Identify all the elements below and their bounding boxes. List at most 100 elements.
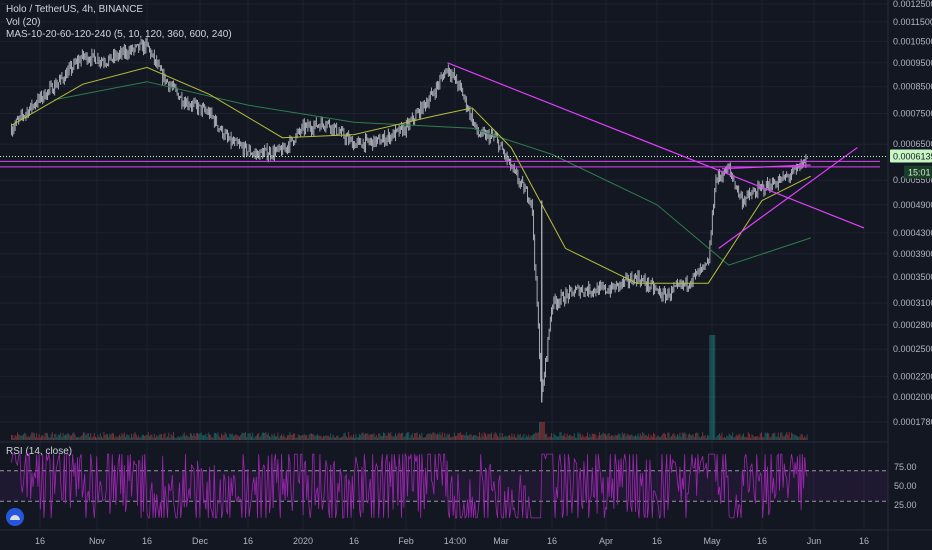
volume-bar: [177, 436, 179, 440]
volume-bar: [438, 434, 440, 440]
volume-bar: [307, 437, 309, 440]
volume-bar: [219, 437, 221, 440]
volume-bar: [405, 433, 407, 440]
volume-bar: [465, 432, 467, 440]
volume-bar: [635, 435, 636, 440]
volume-bar: [175, 437, 177, 440]
volume-bar: [758, 437, 760, 440]
price-axis: 0.0012500 0.0011500 0.0010500 0.0009500 0.00…: [893, 0, 932, 427]
volume-bar: [50, 434, 52, 440]
volume-bar: [757, 436, 759, 440]
volume-bar: [456, 435, 458, 440]
volume-bar: [473, 434, 474, 440]
volume-bar: [474, 434, 476, 440]
volume-bar: [495, 433, 497, 440]
volume-bar: [439, 432, 441, 440]
time-tick-label: Mar: [493, 536, 509, 546]
volume-bar: [699, 437, 701, 440]
volume-bar: [528, 434, 530, 440]
volume-bar: [795, 435, 797, 440]
volume-bar: [427, 433, 429, 440]
volume-bar: [51, 432, 53, 440]
volume-bar: [104, 435, 106, 440]
volume-bar: [167, 436, 168, 440]
volume-bar: [560, 432, 562, 440]
volume-bar: [137, 437, 138, 440]
volume-bar: [242, 432, 244, 440]
volume-bar: [447, 434, 449, 440]
volume-bar: [469, 434, 471, 440]
volume-bar: [206, 436, 208, 440]
volume-bar: [231, 433, 233, 440]
volume-bar: [690, 435, 692, 440]
volume-bar: [221, 433, 222, 440]
volume-bar: [440, 435, 442, 440]
volume-bar: [417, 437, 419, 440]
volume-bar: [383, 432, 384, 440]
volume-bar: [35, 437, 36, 440]
volume-bar: [593, 433, 594, 440]
volume-bar: [361, 433, 363, 440]
volume-bar: [507, 435, 509, 440]
volume-bar: [283, 434, 285, 440]
volume-bar: [301, 435, 303, 440]
volume-bar: [806, 434, 808, 440]
volume-bar: [681, 432, 683, 440]
volume-bar: [111, 432, 113, 440]
volume-bar: [369, 434, 371, 440]
volume-bar: [588, 437, 590, 440]
volume-bar: [704, 435, 706, 440]
volume-bar: [780, 432, 782, 440]
volume-bar: [446, 433, 448, 440]
volume-bar: [133, 433, 135, 440]
volume-bar: [41, 435, 42, 440]
volume-bar: [570, 435, 572, 440]
volume-bar: [326, 435, 328, 440]
volume-bar: [512, 436, 514, 440]
volume-bar: [122, 434, 124, 440]
volume-bar: [768, 433, 770, 440]
volume-bar: [413, 437, 414, 440]
volume-bar: [577, 432, 579, 440]
volume-bar: [488, 434, 490, 440]
volume-bar: [248, 433, 250, 440]
volume-bar: [337, 435, 339, 440]
volume-bar: [203, 435, 204, 440]
volume-bar: [650, 435, 652, 440]
volume-bar: [425, 437, 426, 440]
volume-bar: [81, 434, 83, 440]
time-axis: 16 Nov 16 Dec 16 2020 16 Feb 14:00 Mar 16 Apr 16 May 1…: [35, 536, 869, 546]
volume-bar: [263, 432, 264, 440]
volume-bar: [29, 437, 30, 440]
volume-bar: [62, 433, 64, 440]
volume-bar: [327, 435, 329, 440]
volume-bar: [170, 433, 172, 440]
volume-bar: [391, 435, 393, 440]
volume-bar: [239, 436, 240, 440]
volume-bar: [129, 437, 131, 440]
volume-bar: [518, 435, 520, 440]
volume-bar: [409, 437, 411, 440]
volume-bar: [579, 433, 581, 440]
volume-bar: [653, 432, 654, 440]
volume-bar: [241, 432, 243, 440]
volume-bar: [216, 433, 218, 440]
volume-bar: [15, 436, 17, 440]
volume-bar: [246, 437, 248, 440]
volume-bar: [266, 434, 268, 440]
volume-bar: [651, 436, 653, 440]
volume-bar: [356, 437, 358, 440]
volume-bar: [138, 435, 140, 440]
volume-bar: [422, 437, 424, 440]
volume-bar: [222, 435, 224, 440]
volume-bar: [267, 432, 269, 440]
volume-bar: [458, 433, 460, 440]
time-tick-label: 16: [859, 536, 869, 546]
volume-bar: [207, 432, 209, 440]
volume-bar: [296, 437, 298, 440]
volume-bar: [517, 433, 519, 440]
volume-bar: [531, 435, 533, 440]
volume-bar: [86, 433, 88, 440]
volume-bar: [602, 432, 604, 440]
